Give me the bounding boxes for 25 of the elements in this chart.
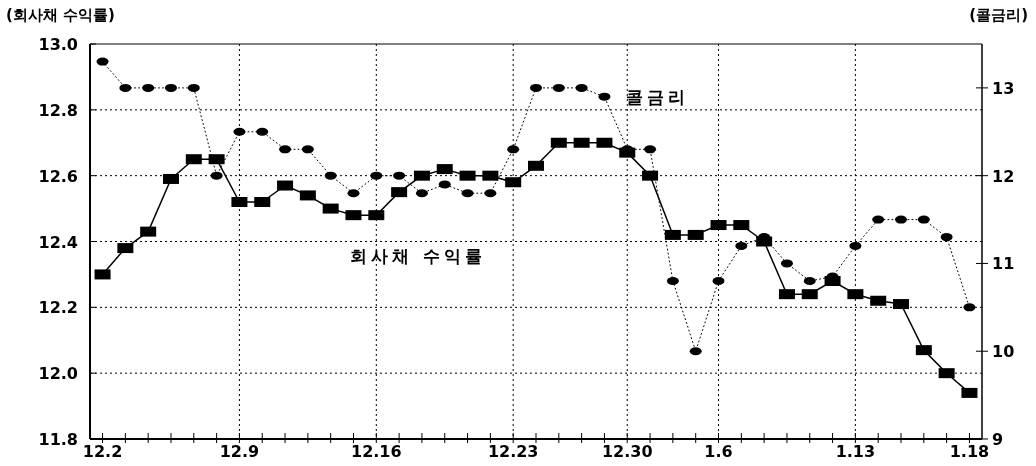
- series-label: 콜금리: [626, 86, 690, 107]
- x-tick-label: 12.2: [82, 442, 123, 461]
- x-tick-label: 1.6: [704, 442, 733, 461]
- y2-tick-label: 12: [992, 166, 1015, 186]
- y2-axis-title: (콜금리): [969, 6, 1028, 24]
- y2-tick-label: 11: [992, 254, 1015, 274]
- y-tick-label: 12.0: [38, 364, 78, 384]
- x-tick-label: 12.30: [601, 442, 653, 461]
- x-tick-label: 1.18: [949, 442, 990, 461]
- y-tick-label: 12.2: [38, 298, 78, 318]
- x-tick-label: 12.16: [351, 442, 402, 461]
- y-tick-label: 12.8: [38, 100, 78, 120]
- x-tick-label: 1.13: [835, 442, 876, 461]
- x-tick-label: 12.23: [487, 442, 539, 461]
- y-tick-label: 11.8: [38, 430, 78, 449]
- y2-tick-label: 10: [992, 342, 1015, 362]
- y2-tick-label: 13: [992, 78, 1015, 98]
- y-axis-title: (회사채 수익률): [6, 6, 115, 24]
- point: [530, 83, 542, 92]
- y-tick-label: 12.6: [38, 166, 78, 186]
- y-tick-label: 12.4: [38, 232, 78, 252]
- y-tick-label: 13.0: [38, 35, 78, 54]
- y2-tick-label: 9: [992, 430, 1004, 449]
- x-tick-label: 12.9: [219, 442, 260, 461]
- series-label: 회사채 수익률: [350, 246, 486, 266]
